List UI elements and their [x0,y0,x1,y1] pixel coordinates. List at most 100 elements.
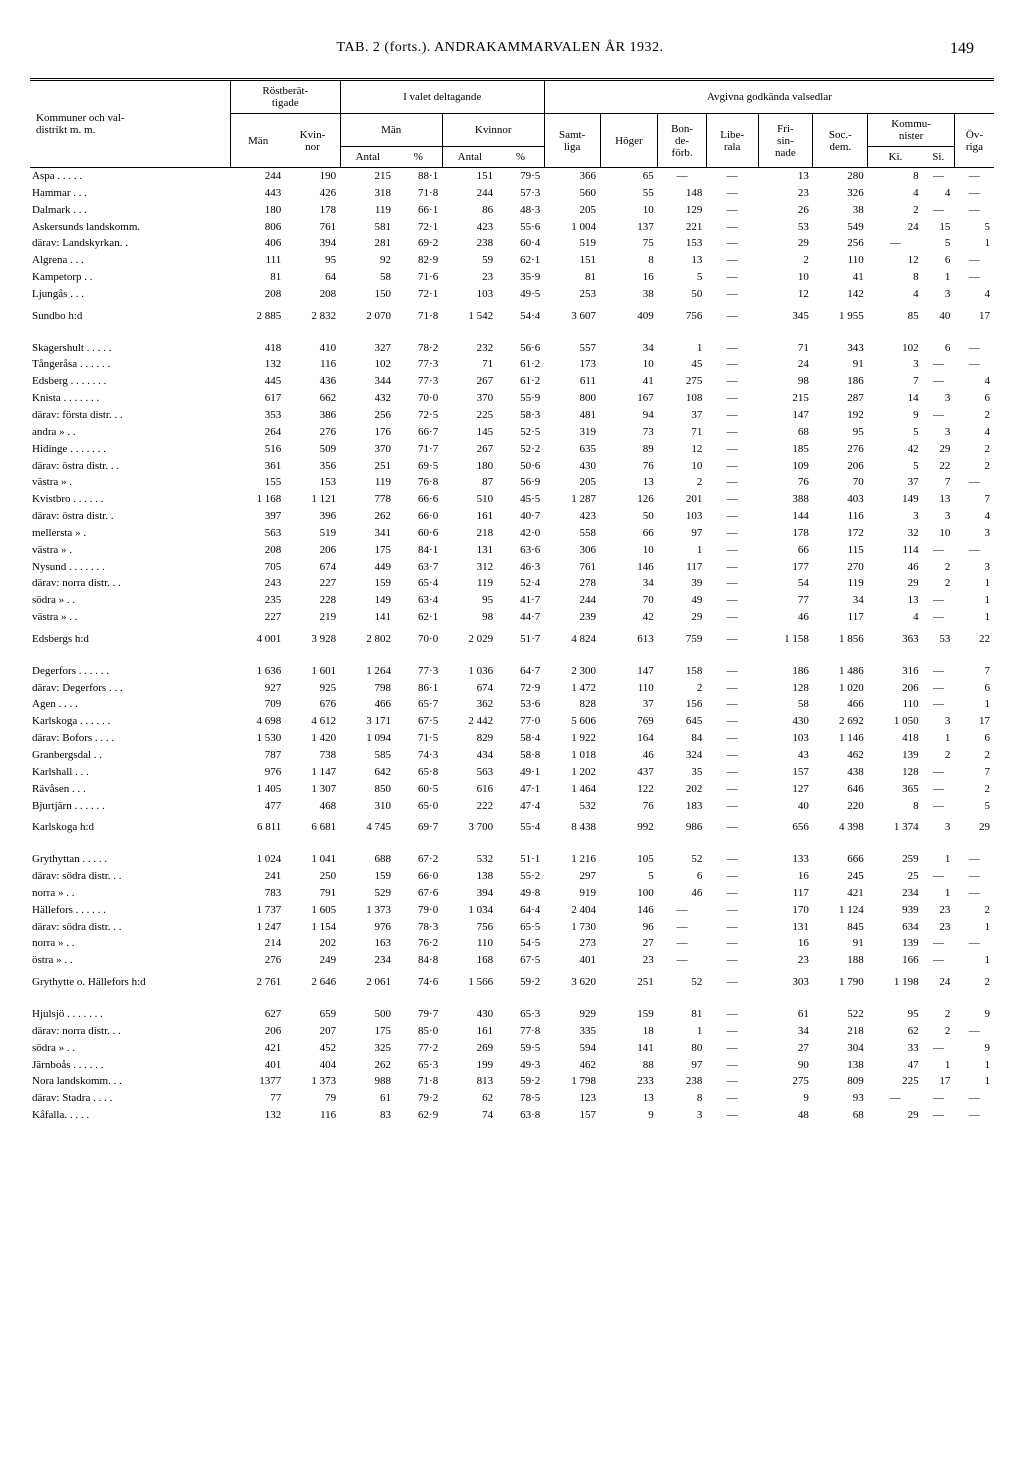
cell: 234 [340,952,395,969]
cell: 29 [658,609,707,626]
cell: 48·3 [497,202,544,219]
cell: — [954,252,994,269]
cell: 1 405 [230,781,285,798]
cell: 178 [285,202,340,219]
cell: — [923,356,955,373]
cell: 5 [954,219,994,236]
cell: 366 [544,168,600,185]
cell: 3 [923,814,955,841]
table-row [30,841,994,851]
cell: 2 [954,407,994,424]
cell: 611 [544,373,600,390]
cell: 29 [954,814,994,841]
cell: — [923,663,955,680]
row-name: Kvistbro . . . . . . [30,491,230,508]
cell: 1 036 [442,663,497,680]
cell: 1 798 [544,1073,600,1090]
table-row: västra » .20820617584·113163·6306101—661… [30,542,994,559]
row-name: därav: Landskyrkan. . [30,235,230,252]
row-name: Askersunds landskomm. [30,219,230,236]
table-row: därav: Stadra . . . .77796179·26278·5123… [30,1090,994,1107]
cell: 58·4 [497,730,544,747]
cell: 2 [954,969,994,996]
table-row: därav: östra distr. .39739626266·016140·… [30,508,994,525]
cell: 59·5 [497,1040,544,1057]
cell: 386 [285,407,340,424]
row-name: Hammar . . . [30,185,230,202]
cell: 519 [544,235,600,252]
cell: 142 [813,286,868,303]
cell: 65·8 [395,764,442,781]
cell: 96 [600,919,658,936]
cell: 62·1 [497,252,544,269]
cell: 423 [442,219,497,236]
cell: 6 [954,390,994,407]
cell: 77·2 [395,1040,442,1057]
cell: 163 [340,935,395,952]
cell: 52 [658,969,707,996]
cell: 1 636 [230,663,285,680]
cell: 61 [758,1006,813,1023]
table-row: norra » . .21420216376·211054·527327——16… [30,935,994,952]
cell: 353 [230,407,285,424]
row-name: Sundbo h:d [30,303,230,330]
cell: 401 [230,1057,285,1074]
cell: 783 [230,885,285,902]
cell: 445 [230,373,285,390]
cell: 98 [442,609,497,626]
cell: 77 [230,1090,285,1107]
cell: 238 [442,235,497,252]
cell: 64·7 [497,663,544,680]
row-name: Järnboås . . . . . . [30,1057,230,1074]
cell: — [923,592,955,609]
cell: 634 [868,919,923,936]
cell: 549 [813,219,868,236]
cell: 705 [230,559,285,576]
cell: 1 198 [868,969,923,996]
table-row: Aspa . . . . .24419021588·115179·536665—… [30,168,994,185]
row-name: Rävåsen . . . [30,781,230,798]
col-kvinnor: Kvin- nor [285,114,340,168]
cell: 976 [340,919,395,936]
cell: — [954,356,994,373]
cell: 23 [442,269,497,286]
cell: — [706,969,758,996]
cell: 97 [658,1057,707,1074]
cell: — [954,474,994,491]
cell: 41·7 [497,592,544,609]
cell: 646 [813,781,868,798]
cell: 394 [285,235,340,252]
cell: — [954,885,994,902]
cell: 2 070 [340,303,395,330]
cell: 462 [813,747,868,764]
cell: 41 [600,373,658,390]
cell: 8 [868,168,923,185]
cell: 2 029 [442,626,497,653]
cell: — [706,713,758,730]
cell: 6 [923,252,955,269]
cell: 6 [954,680,994,697]
cell: 262 [340,508,395,525]
cell: 232 [442,340,497,357]
cell: 1 542 [442,303,497,330]
cell: 43 [758,747,813,764]
cell: 46·3 [497,559,544,576]
cell: 79·0 [395,902,442,919]
cell: 157 [758,764,813,781]
cell: 341 [340,525,395,542]
cell: 117 [813,609,868,626]
table-row: därav: södra distr. . .24125015966·01385… [30,868,994,885]
cell: 5 [868,424,923,441]
cell: — [706,885,758,902]
cell: 52·5 [497,424,544,441]
cell: 613 [600,626,658,653]
cell: 183 [658,798,707,815]
cell: — [706,747,758,764]
cell: 74·6 [395,969,442,996]
cell: 206 [285,542,340,559]
cell: — [706,1057,758,1074]
cell: 436 [285,373,340,390]
cell: 49·1 [497,764,544,781]
row-name: Grythytte o. Hällefors h:d [30,969,230,996]
cell: 2 [954,441,994,458]
